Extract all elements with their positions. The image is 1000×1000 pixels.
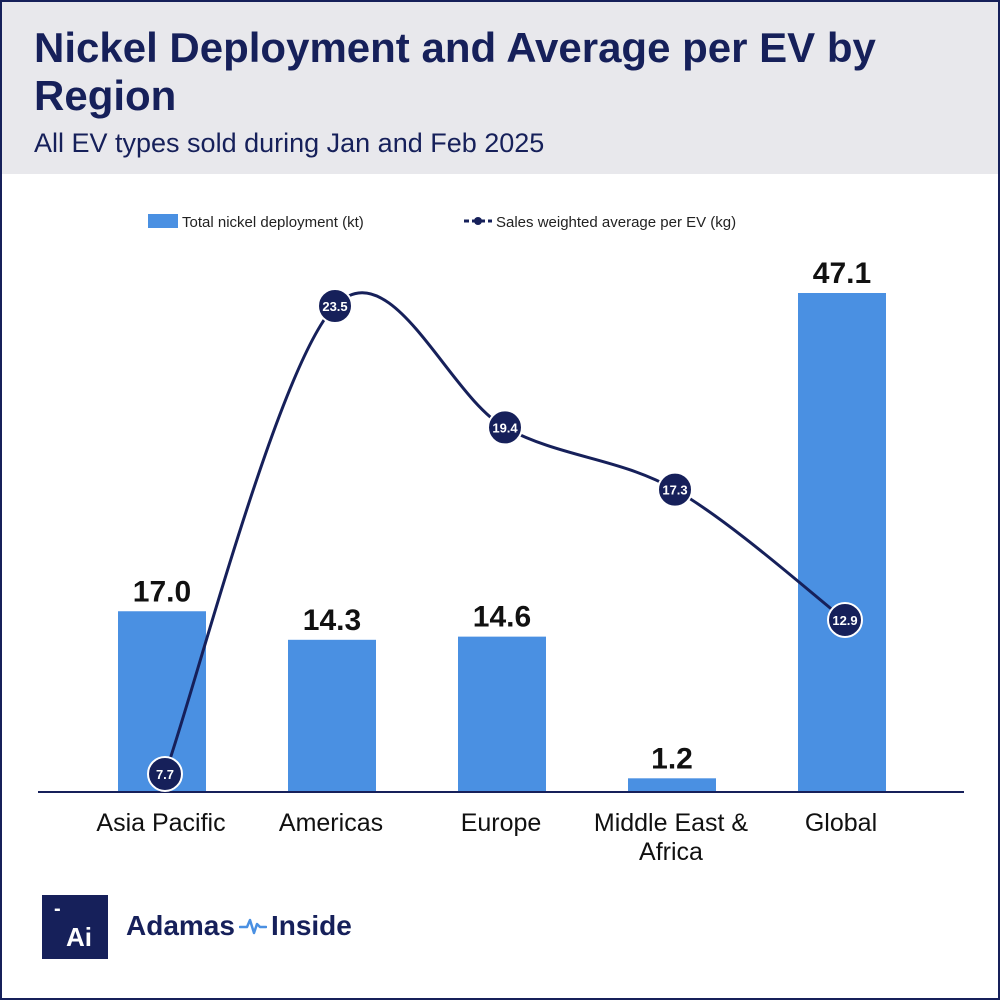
category-label: Americas [279,809,383,837]
logo-text: Ai [66,922,92,952]
logo-mark: - [54,898,61,920]
bar-value-label: 14.6 [473,601,531,634]
bar-value-label: 47.1 [813,257,871,290]
line-point-label: 17.3 [662,483,687,498]
bar-4 [628,778,716,791]
brand-name: Adamas Inside [126,908,352,944]
legend-bar-swatch [148,214,178,228]
bar-2 [288,639,376,791]
line-point-5 [827,601,863,638]
nickel-chart: Total nickel deployment (kt) Sales weight… [38,214,964,866]
brand-name-left: Adamas [126,910,235,941]
line-point-label: 7.7 [156,767,174,782]
line-point-1 [147,755,183,792]
category-label: Middle East & Africa [594,809,749,866]
adamas-logo: - Ai [42,895,108,959]
bar-value-label: 17.0 [133,575,191,608]
chart-legend: Total nickel deployment (kt) Sales weight… [148,214,736,231]
bar-value-label: 1.2 [651,742,693,775]
average-per-ev-line [163,291,846,775]
bar-value-label: 14.3 [303,604,361,637]
line-point-2 [317,288,353,324]
category-label: Global [805,809,877,837]
chart-title: Nickel Deployment and Average per EV by … [34,24,876,119]
category-label: Asia Pacific [96,809,225,837]
legend-line-label: Sales weighted average per EV (kg) [496,214,736,231]
header-band: Nickel Deployment and Average per EV by … [2,2,998,174]
pulse-icon [238,918,267,935]
legend-bar-label: Total nickel deployment (kt) [182,214,364,231]
line-point-3 [487,409,523,446]
brand-name-right: Inside [270,910,352,941]
chart-subtitle: All EV types sold during Jan and Feb 202… [34,128,545,158]
legend-line-marker [474,217,482,225]
category-label: Europe [461,809,542,837]
line-point-4 [657,471,693,508]
bar-3 [458,636,546,791]
line-point-label: 23.5 [322,299,347,314]
line-point-label: 19.4 [492,420,518,435]
line-point-label: 12.9 [832,613,857,628]
bar-5 [798,293,886,791]
